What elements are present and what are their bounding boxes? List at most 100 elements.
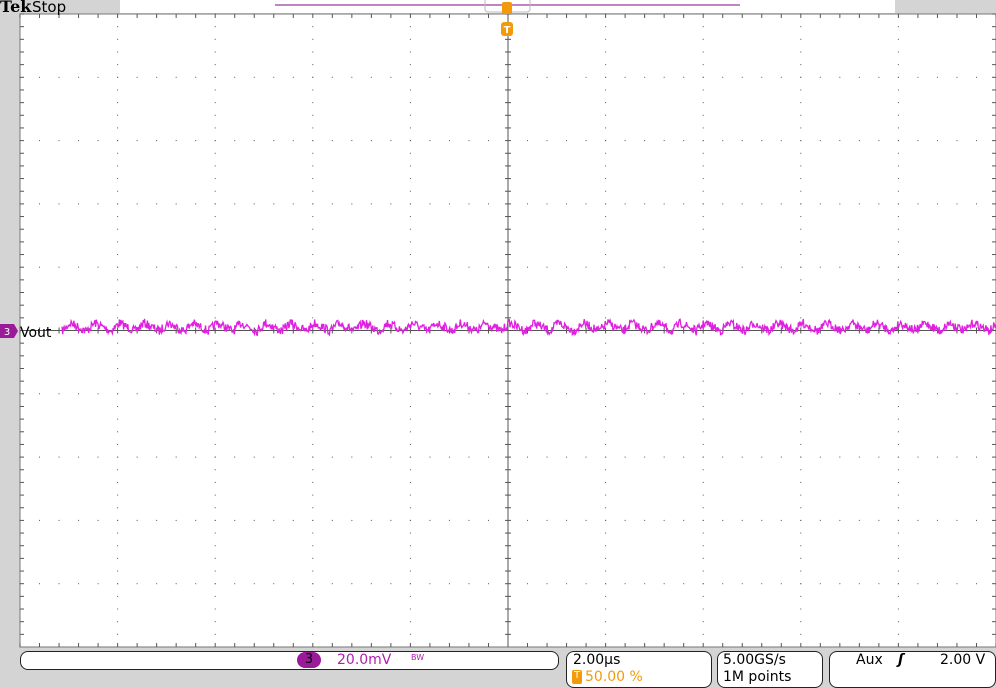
- grid-dot: [468, 519, 470, 521]
- grid-dot: [214, 165, 216, 167]
- grid-dot: [800, 178, 802, 180]
- horizontal-scale: 2.00µs: [573, 652, 621, 668]
- grid-dot: [448, 76, 450, 78]
- grid-dot: [702, 216, 704, 218]
- grid-dot: [819, 140, 821, 142]
- grid-dot: [605, 431, 607, 433]
- grid-dot: [409, 241, 411, 243]
- grid-dot: [117, 532, 119, 534]
- grid-dot: [897, 64, 899, 66]
- grid-dot: [234, 140, 236, 142]
- grid-dot: [273, 140, 275, 142]
- channel-readout[interactable]: 3 20.0mV BW: [20, 651, 559, 670]
- grid-dot: [800, 443, 802, 445]
- grid-dot: [605, 583, 607, 585]
- grid-dot: [429, 519, 431, 521]
- grid-dot: [702, 443, 704, 445]
- grid-dot: [878, 519, 880, 521]
- grid-dot: [605, 26, 607, 28]
- grid-dot: [429, 203, 431, 205]
- acquisition-readout[interactable]: 5.00GS/s 1M points: [717, 651, 823, 688]
- grid-dot: [605, 621, 607, 623]
- grid-dot: [39, 266, 41, 268]
- trigger-position-marker[interactable]: T: [501, 2, 513, 36]
- grid-dot: [683, 519, 685, 521]
- grid-dot: [117, 165, 119, 167]
- grid-dot: [234, 456, 236, 458]
- grid-dot: [819, 456, 821, 458]
- grid-dot: [741, 266, 743, 268]
- grid-dot: [234, 393, 236, 395]
- grid-dot: [702, 545, 704, 547]
- grid-dot: [156, 456, 158, 458]
- grid-dot: [644, 583, 646, 585]
- grid-dot: [370, 583, 372, 585]
- grid-dot: [234, 519, 236, 521]
- grid-dot: [312, 64, 314, 66]
- grid-dot: [702, 140, 704, 142]
- grid-dot: [800, 38, 802, 40]
- grid-dot: [409, 557, 411, 559]
- grid-dot: [741, 519, 743, 521]
- trigger-t-label: T: [504, 25, 511, 36]
- grid-dot: [702, 266, 704, 268]
- grid-dot: [741, 393, 743, 395]
- grid-dot: [605, 570, 607, 572]
- grid-dot: [429, 456, 431, 458]
- grid-dot: [214, 456, 216, 458]
- grid-dot: [702, 583, 704, 585]
- grid-dot: [605, 127, 607, 129]
- grid-dot: [546, 393, 548, 395]
- grid-dot: [117, 266, 119, 268]
- grid-dot: [585, 519, 587, 521]
- grid-dot: [663, 456, 665, 458]
- grid-dot: [156, 393, 158, 395]
- grid-dot: [956, 456, 958, 458]
- trigger-readout[interactable]: Aux ʃ 2.00 V: [829, 651, 996, 688]
- grid-dot: [370, 456, 372, 458]
- grid-dot: [312, 456, 314, 458]
- grid-dot: [800, 456, 802, 458]
- grid-dot: [800, 304, 802, 306]
- grid-dot: [800, 165, 802, 167]
- grid-dot: [800, 570, 802, 572]
- grid-dot: [409, 76, 411, 78]
- grid-dot: [800, 64, 802, 66]
- grid-dot: [897, 38, 899, 40]
- grid-dot: [214, 228, 216, 230]
- grid-dot: [702, 469, 704, 471]
- grid-dot: [975, 266, 977, 268]
- grid-dot: [273, 76, 275, 78]
- grid-dot: [97, 393, 99, 395]
- timebase-readout[interactable]: 2.00µs T 50.00 %: [566, 651, 712, 688]
- grid-dot: [214, 380, 216, 382]
- grid-dot: [702, 621, 704, 623]
- grid-dot: [253, 140, 255, 142]
- grid-dot: [487, 519, 489, 521]
- grid-dot: [800, 127, 802, 129]
- grid-dot: [800, 494, 802, 496]
- grid-dot: [117, 456, 119, 458]
- grid-dot: [605, 241, 607, 243]
- grid-dot: [409, 152, 411, 154]
- grid-dot: [897, 279, 899, 281]
- grid-dot: [351, 76, 353, 78]
- grid-dot: [312, 279, 314, 281]
- channel-3-marker[interactable]: 3: [0, 324, 18, 338]
- grid-dot: [273, 519, 275, 521]
- grid-dot: [527, 76, 529, 78]
- grid-dot: [605, 557, 607, 559]
- grid-dot: [605, 279, 607, 281]
- grid-dot: [800, 633, 802, 635]
- grid-dot: [897, 342, 899, 344]
- grid-dot: [117, 519, 119, 521]
- grid-dot: [761, 519, 763, 521]
- grid-dot: [370, 76, 372, 78]
- grid-dot: [214, 342, 216, 344]
- grid-dot: [605, 304, 607, 306]
- grid-dot: [624, 456, 626, 458]
- grid-dot: [839, 203, 841, 205]
- grid-dot: [741, 456, 743, 458]
- trigger-icon: T: [572, 670, 582, 684]
- grid-dot: [605, 494, 607, 496]
